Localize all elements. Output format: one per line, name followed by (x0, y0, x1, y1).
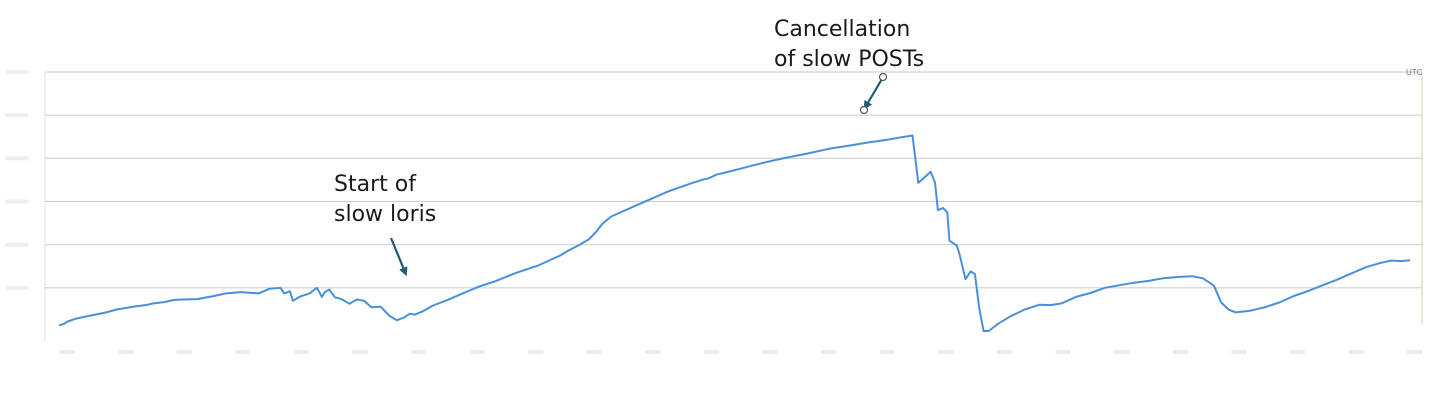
annotation-cancellation: Cancellation of slow POSTs (774, 17, 925, 72)
series-lines (58, 134, 1411, 332)
arrow-cancellation (863, 78, 883, 110)
x-tick-label-blurred (996, 350, 1013, 354)
x-tick-label-blurred (352, 350, 368, 354)
x-tick-label-blurred (1172, 350, 1189, 354)
x-tick-label-blurred (879, 350, 896, 354)
x-tick-label-blurred (938, 350, 954, 354)
y-tick-label-blurred (5, 199, 29, 204)
x-tick-label-blurred (410, 350, 427, 354)
arrow-handle-start (878, 72, 888, 82)
y-tick-label-blurred (5, 242, 29, 247)
x-tick-label-blurred (176, 350, 193, 354)
x-tick-label-blurred (1113, 350, 1130, 354)
x-tick-label-blurred (703, 350, 720, 354)
x-tick-label-blurred (1289, 350, 1306, 354)
y-tick-label-blurred (5, 70, 29, 74)
x-tick-label-blurred (1231, 350, 1247, 354)
y-tick-label-blurred (5, 285, 29, 290)
x-tick-label-blurred (762, 350, 779, 354)
x-tick-label-blurred (234, 350, 251, 354)
x-tick-label-blurred (1348, 350, 1365, 354)
x-tick-label-blurred (645, 350, 661, 354)
y-tick-label-blurred (5, 156, 29, 161)
annotation-slow-loris: Start of slow loris (334, 172, 437, 227)
annotation-arrows (389, 72, 888, 277)
gridlines (5, 70, 1423, 354)
x-tick-label-blurred (586, 350, 603, 354)
arrow-slow-loris (389, 237, 408, 277)
x-tick-label-blurred (1406, 350, 1423, 354)
x-tick-label-blurred (59, 350, 75, 354)
x-tick-label-blurred (820, 350, 837, 354)
timezone-label: UTC (1406, 68, 1423, 77)
x-tick-label-blurred (469, 350, 486, 354)
series-line (58, 134, 1411, 332)
x-tick-label-blurred (293, 350, 310, 354)
y-tick-label-blurred (5, 113, 29, 118)
arrow-handle-end (859, 105, 869, 115)
x-tick-label-blurred (117, 350, 134, 354)
x-tick-label-blurred (1055, 350, 1072, 354)
x-tick-label-blurred (527, 350, 544, 354)
